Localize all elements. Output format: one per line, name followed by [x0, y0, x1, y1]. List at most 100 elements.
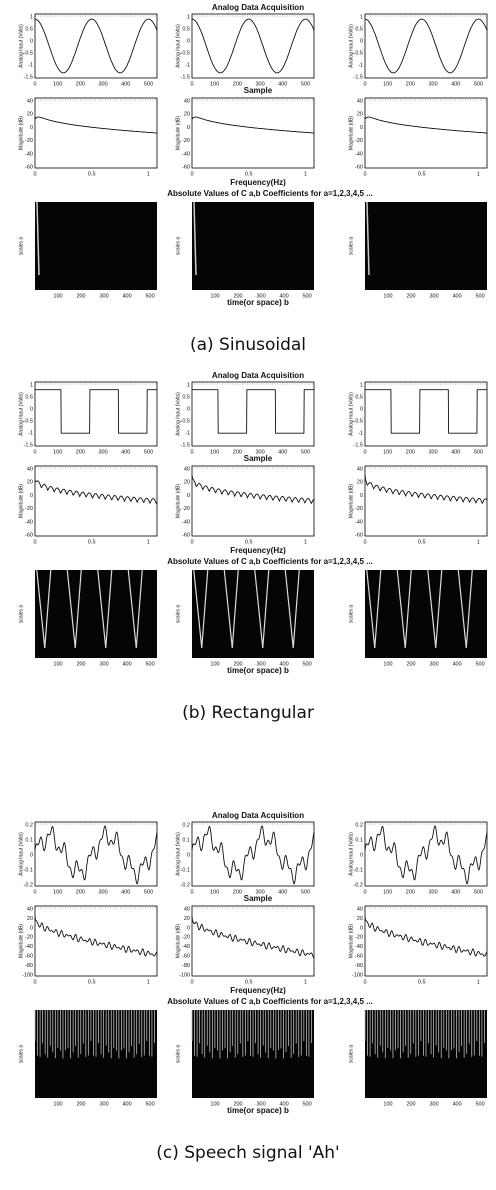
y-tick-label: 0 — [30, 406, 33, 412]
plot-frame — [191, 13, 315, 79]
x-tick-label: 100 — [53, 449, 62, 455]
x-tick-label: 300 — [428, 449, 437, 455]
y-axis-label: Analog Input (Volts) — [18, 24, 24, 68]
x-tick-label: 100 — [210, 661, 219, 667]
plot-frame — [364, 381, 488, 447]
y-tick-label: 0 — [360, 852, 363, 858]
x-tick-label: 1 — [147, 979, 150, 985]
y-tick-label: 0.5 — [182, 394, 190, 400]
y-tick-label: -0.2 — [181, 882, 190, 888]
y-tick-label: -80 — [182, 963, 190, 969]
y-axis-label: scales a — [348, 237, 354, 256]
label: Frequency(Hz) — [230, 178, 286, 187]
scalogram-feature — [366, 201, 370, 276]
y-tick-label: -1.5 — [181, 74, 190, 80]
x-tick-label: 500 — [301, 81, 310, 87]
x-tick-label: 400 — [122, 661, 131, 667]
y-tick-label: 0.5 — [25, 394, 33, 400]
x-tick-label: 500 — [476, 293, 485, 299]
x-tick-label: 200 — [233, 293, 242, 299]
plot-frame — [34, 821, 158, 887]
y-tick-label: 20 — [184, 480, 190, 486]
y-axis-label: Magnitude (dB) — [348, 924, 354, 959]
x-tick-label: 100 — [383, 293, 392, 299]
x-tick-label: 200 — [233, 449, 242, 455]
scalogram — [192, 202, 314, 290]
label: (c) Speech signal 'Ah' — [156, 1143, 339, 1163]
y-tick-label: 0.2 — [355, 822, 363, 828]
y-tick-label: 0.5 — [25, 26, 33, 32]
x-tick-label: 0.5 — [245, 539, 253, 545]
x-tick-label: 500 — [474, 81, 483, 87]
x-tick-label: 100 — [210, 293, 219, 299]
label: Frequency(Hz) — [230, 986, 286, 995]
curve — [192, 389, 314, 434]
curve — [34, 479, 158, 505]
y-tick-label: -60 — [25, 532, 33, 538]
y-tick-label: -0.5 — [181, 50, 190, 56]
y-tick-label: -60 — [182, 164, 190, 170]
x-tick-label: 200 — [233, 661, 242, 667]
label: Absolute Values of C a,b Coefficients fo… — [167, 557, 373, 566]
y-tick-label: 40 — [184, 98, 190, 104]
y-tick-label: -0.2 — [354, 882, 363, 888]
x-tick-label: 0.5 — [88, 979, 96, 985]
scalogram-feature — [396, 569, 412, 649]
y-tick-label: 20 — [27, 480, 33, 486]
y-tick-label: -20 — [182, 935, 190, 941]
x-tick-label: 300 — [98, 889, 107, 895]
x-tick-label: 400 — [122, 1101, 131, 1107]
x-tick-label: 200 — [76, 293, 85, 299]
x-tick-label: 0 — [363, 81, 366, 87]
curve — [191, 18, 315, 74]
y-tick-label: 0 — [30, 925, 33, 931]
y-tick-label: 0.5 — [355, 26, 363, 32]
scalogram-feature — [36, 569, 52, 649]
scalogram-feature — [36, 201, 40, 276]
y-axis-label: scales a — [18, 1045, 24, 1064]
y-tick-label: 40 — [184, 906, 190, 912]
y-tick-label: -100 — [179, 972, 190, 978]
scalogram-feature — [97, 569, 113, 649]
curve — [364, 916, 488, 957]
y-tick-label: -20 — [182, 138, 190, 144]
x-tick-label: 200 — [76, 889, 85, 895]
y-tick-label: -60 — [355, 954, 363, 960]
y-tick-label: 0.5 — [355, 394, 363, 400]
x-tick-label: 200 — [406, 449, 415, 455]
label: Frequency(Hz) — [230, 546, 286, 555]
x-tick-label: 300 — [429, 661, 438, 667]
y-tick-label: 0 — [187, 852, 190, 858]
x-tick-label: 0.5 — [418, 979, 426, 985]
y-tick-label: 1 — [360, 14, 363, 20]
plot-frame — [191, 905, 315, 977]
x-tick-label: 300 — [98, 449, 107, 455]
x-tick-label: 100 — [210, 81, 219, 87]
y-tick-label: -20 — [355, 138, 363, 144]
x-tick-label: 0 — [363, 539, 366, 545]
x-tick-label: 300 — [429, 293, 438, 299]
x-tick-label: 400 — [279, 1101, 288, 1107]
y-tick-label: 0 — [360, 125, 363, 131]
y-tick-label: -1.5 — [354, 442, 363, 448]
curve — [364, 116, 487, 134]
x-tick-label: 1 — [477, 539, 480, 545]
scalogram-feature — [284, 569, 300, 649]
x-tick-label: 500 — [301, 449, 310, 455]
x-tick-label: 200 — [76, 81, 85, 87]
x-tick-label: 500 — [144, 81, 153, 87]
x-tick-label: 200 — [406, 81, 415, 87]
y-axis-label: Analog Input (Volts) — [18, 832, 24, 876]
x-tick-label: 0 — [363, 171, 366, 177]
y-tick-label: 0 — [360, 493, 363, 499]
x-tick-label: 500 — [146, 293, 155, 299]
x-tick-label: 100 — [53, 293, 62, 299]
y-axis-label: Analog Input (Volts) — [175, 392, 181, 436]
x-tick-label: 200 — [76, 449, 85, 455]
label: time(or space) b — [227, 298, 289, 307]
x-tick-label: 1 — [477, 171, 480, 177]
curve — [364, 18, 488, 74]
y-tick-label: -20 — [25, 506, 33, 512]
x-tick-label: 300 — [99, 1101, 108, 1107]
y-tick-label: 0.5 — [182, 26, 190, 32]
